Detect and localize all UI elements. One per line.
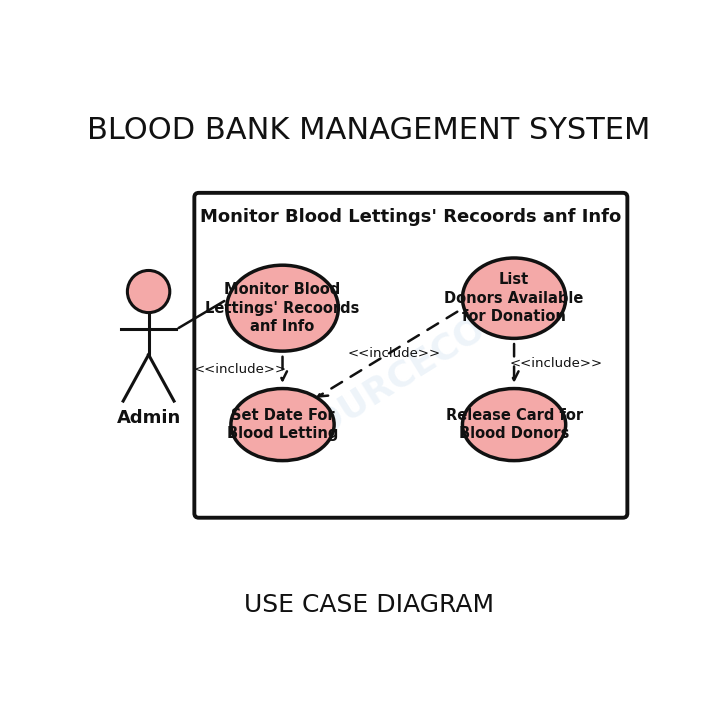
Text: USE CASE DIAGRAM: USE CASE DIAGRAM bbox=[244, 593, 494, 617]
Ellipse shape bbox=[231, 389, 334, 461]
Ellipse shape bbox=[462, 389, 566, 461]
Text: Monitor Blood Lettings' Recoords anf Info: Monitor Blood Lettings' Recoords anf Inf… bbox=[200, 207, 621, 225]
Text: <<include>>: <<include>> bbox=[348, 347, 441, 360]
Text: SOURCECODE: SOURCECODE bbox=[284, 282, 537, 457]
Text: <<include>>: <<include>> bbox=[194, 364, 287, 377]
Text: Monitor Blood
Lettings' Recoords
anf Info: Monitor Blood Lettings' Recoords anf Inf… bbox=[205, 282, 360, 334]
Text: <<include>>: <<include>> bbox=[509, 357, 603, 370]
Text: Set Date For
Blood Letting: Set Date For Blood Letting bbox=[227, 408, 338, 441]
Text: Release Card for
Blood Donors: Release Card for Blood Donors bbox=[446, 408, 582, 441]
Ellipse shape bbox=[462, 258, 566, 338]
FancyBboxPatch shape bbox=[194, 193, 627, 518]
Text: Admin: Admin bbox=[117, 410, 181, 428]
Text: BLOOD BANK MANAGEMENT SYSTEM: BLOOD BANK MANAGEMENT SYSTEM bbox=[87, 116, 651, 145]
Text: List
Donors Available
for Donation: List Donors Available for Donation bbox=[444, 272, 584, 324]
Circle shape bbox=[127, 271, 170, 312]
Ellipse shape bbox=[227, 265, 338, 351]
